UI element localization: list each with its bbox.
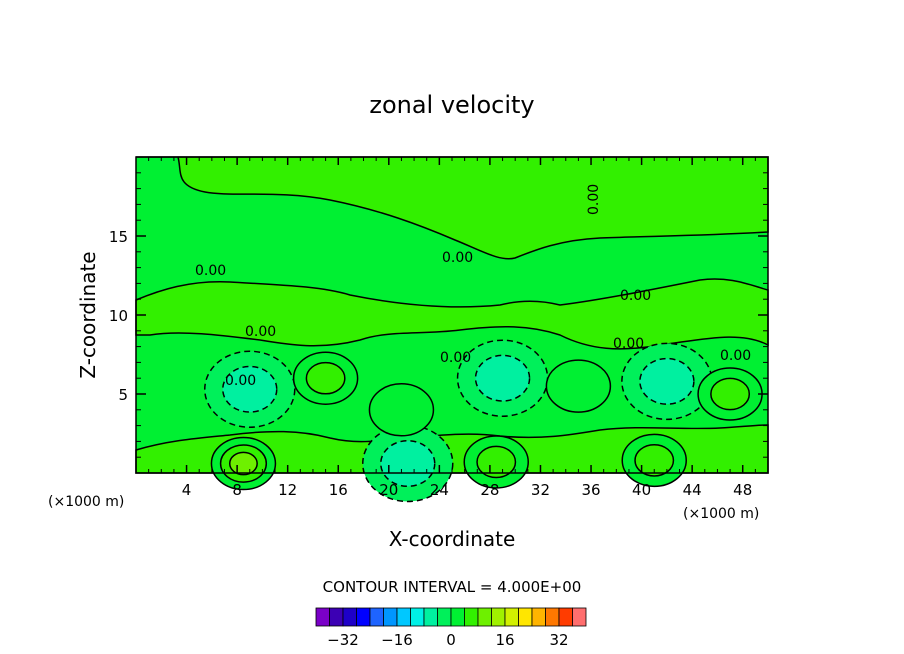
contour-maximum	[545, 359, 612, 413]
chart-title: zonal velocity	[369, 91, 534, 119]
contour-label: 0.00	[440, 350, 471, 366]
colorbar-cell	[504, 607, 519, 627]
contour-label: 0.00	[620, 288, 651, 304]
contour-label: 0.00	[245, 324, 276, 340]
colorbar-cell	[329, 607, 344, 627]
contour-label: 0.00	[195, 263, 226, 279]
y-tick-label: 10	[109, 307, 128, 325]
colorbar-cell	[437, 607, 452, 627]
contour-minimum	[474, 354, 531, 402]
x-tick-label: 44	[683, 481, 702, 499]
colorbar: −32 −16 0 16 32	[315, 607, 587, 649]
x-tick-label: 48	[733, 481, 752, 499]
contour-minimum	[639, 357, 695, 405]
colorbar-cell	[518, 607, 533, 627]
contour-minimum	[380, 439, 436, 488]
colorbar-cell	[464, 607, 479, 627]
colorbar-cell	[396, 607, 411, 627]
contour-region-lower	[135, 424, 769, 474]
x-tick-label: 16	[329, 481, 348, 499]
colorbar-tick-label: −16	[381, 631, 413, 649]
x-tick-label: 12	[278, 481, 297, 499]
colorbar-tick-label: 16	[495, 631, 514, 649]
contour-label: 0.00	[586, 184, 602, 215]
colorbar-cell	[369, 607, 384, 627]
colorbar-cell	[383, 607, 398, 627]
contour-label: 0.00	[613, 336, 644, 352]
contour-region-band	[135, 278, 769, 350]
contour-interval-label: CONTOUR INTERVAL = 4.000E+00	[323, 578, 582, 596]
z-unit-label: (×1000 m)	[48, 494, 124, 510]
colorbar-cell	[315, 607, 330, 627]
colorbar-cell	[531, 607, 546, 627]
contour-label: 0.00	[225, 373, 256, 389]
colorbar-cell	[477, 607, 492, 627]
contour-maximum	[368, 383, 435, 437]
contour-maximum	[476, 445, 517, 479]
y-tick-label: 15	[109, 228, 128, 246]
colorbar-cell	[572, 607, 587, 627]
colorbar-tick-label: 0	[446, 631, 456, 649]
colorbar-cell	[356, 607, 371, 627]
colorbar-cell	[423, 607, 438, 627]
colorbar-cell	[342, 607, 357, 627]
contour-maximum	[710, 377, 751, 411]
contour-maximum	[305, 361, 346, 395]
contour-minimum	[222, 365, 278, 413]
colorbar-cell	[545, 607, 560, 627]
y-axis-label: Z-coordinate	[76, 251, 100, 378]
x-tick-label: 8	[232, 481, 242, 499]
x-tick-label: 20	[379, 481, 398, 499]
contour-maximum	[228, 451, 258, 476]
x-tick-label: 28	[480, 481, 499, 499]
x-tick-label: 4	[182, 481, 192, 499]
x-tick-label: 24	[430, 481, 449, 499]
contour-label: 0.00	[442, 250, 473, 266]
plot-area: 0.00 0.00 0.00 0.00 0.00 0.00 0.00 0.00 …	[135, 156, 769, 503]
x-tick-label: 40	[632, 481, 651, 499]
colorbar-cell	[491, 607, 506, 627]
colorbar-tick-label: 32	[549, 631, 568, 649]
contour-label: 0.00	[720, 348, 751, 364]
colorbar-cell	[410, 607, 425, 627]
colorbar-cell	[450, 607, 465, 627]
x-tick-label: 36	[581, 481, 600, 499]
x-tick-label: 32	[531, 481, 550, 499]
contour-maximum	[634, 444, 675, 477]
x-axis-label: X-coordinate	[389, 527, 516, 551]
x-unit-label: (×1000 m)	[683, 506, 759, 522]
colorbar-cell	[558, 607, 573, 627]
contour-region-upper	[136, 156, 769, 260]
colorbar-tick-label: −32	[327, 631, 359, 649]
y-tick-label: 5	[118, 386, 128, 404]
